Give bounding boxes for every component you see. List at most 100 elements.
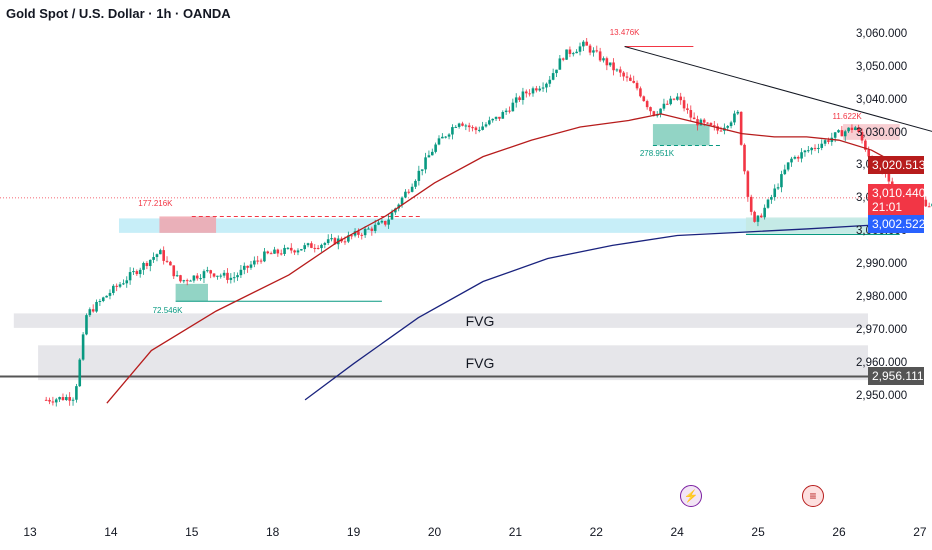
sma200-price-tag-value: 3,002.522 bbox=[872, 216, 926, 231]
candle-body bbox=[427, 155, 431, 158]
candle-body bbox=[387, 219, 390, 225]
candle-body bbox=[407, 191, 411, 193]
candle-body bbox=[618, 69, 622, 73]
candle-body bbox=[115, 285, 118, 287]
candle-body bbox=[380, 220, 384, 223]
candle-body bbox=[763, 207, 766, 218]
countdown-label: 21:01 bbox=[872, 199, 903, 214]
candle-body bbox=[568, 49, 572, 54]
candle-body bbox=[561, 58, 565, 60]
candle-body bbox=[189, 280, 192, 282]
candle-body bbox=[447, 134, 451, 137]
candle-body bbox=[410, 186, 414, 192]
candle-body bbox=[820, 143, 824, 148]
candle-body bbox=[494, 116, 498, 119]
fvg-upper bbox=[13, 313, 868, 328]
x-tick-label: 25 bbox=[751, 525, 765, 539]
candle-body bbox=[192, 275, 196, 281]
candle-body bbox=[837, 130, 840, 133]
candle-body bbox=[390, 212, 394, 220]
candle-body bbox=[555, 69, 558, 74]
candle-body bbox=[306, 243, 310, 246]
candle-body bbox=[229, 277, 233, 280]
candle-body bbox=[887, 173, 891, 182]
candle-body bbox=[709, 122, 713, 126]
candle-body bbox=[138, 269, 142, 275]
candle-body bbox=[357, 231, 360, 235]
candle-body bbox=[786, 162, 790, 170]
candle-body bbox=[659, 108, 662, 115]
y-tick-label: 2,980.000 bbox=[856, 290, 908, 303]
candle-body bbox=[85, 315, 88, 335]
candle-body bbox=[310, 243, 313, 248]
volume-annotation: 278.951K bbox=[639, 148, 675, 158]
candle-body bbox=[535, 88, 538, 91]
candle-body bbox=[400, 197, 404, 205]
candle-body bbox=[749, 196, 753, 212]
candle-body bbox=[632, 80, 636, 83]
candle-body bbox=[682, 100, 686, 109]
sma200-line bbox=[304, 223, 896, 401]
candle-body bbox=[699, 119, 703, 126]
candle-body bbox=[622, 72, 625, 77]
candle-body bbox=[377, 222, 380, 225]
candle-body bbox=[353, 231, 357, 236]
candle-body bbox=[266, 251, 270, 254]
candle-body bbox=[148, 259, 152, 267]
candle-body bbox=[753, 211, 756, 222]
candle-body bbox=[199, 278, 202, 280]
candle-body bbox=[152, 257, 155, 260]
candle-body bbox=[444, 136, 448, 138]
y-tick-label: 2,950.000 bbox=[856, 389, 908, 402]
candle-body bbox=[222, 272, 226, 276]
candle-body bbox=[91, 309, 95, 312]
candle-body bbox=[437, 138, 441, 145]
candle-body bbox=[578, 46, 582, 52]
candle-body bbox=[669, 98, 672, 105]
candle-body bbox=[323, 243, 327, 245]
candle-body bbox=[236, 275, 239, 278]
candle-body bbox=[467, 125, 471, 128]
candle-body bbox=[712, 125, 716, 127]
candle-body bbox=[702, 119, 706, 123]
candle-body bbox=[303, 245, 306, 250]
lightning-icon[interactable]: ⚡ bbox=[680, 485, 702, 507]
candle-body bbox=[202, 271, 206, 279]
candle-body bbox=[477, 129, 481, 131]
candle-body bbox=[269, 253, 273, 255]
candle-body bbox=[330, 238, 333, 240]
candle-body bbox=[162, 250, 165, 261]
candle-body bbox=[719, 130, 723, 132]
candle-body bbox=[289, 247, 293, 251]
sma50-price-tag: 3,020.513 bbox=[868, 155, 925, 174]
candle-body bbox=[441, 136, 444, 139]
candle-body bbox=[474, 127, 478, 131]
candle-body bbox=[504, 110, 508, 113]
candle-body bbox=[88, 309, 92, 316]
candle-body bbox=[924, 199, 928, 207]
sma200-price-tag: 3,002.522 bbox=[868, 214, 926, 233]
us-flag-icon[interactable]: ≡ bbox=[802, 485, 824, 507]
volume-annotation: 11.622K bbox=[832, 111, 862, 121]
candle-body bbox=[528, 93, 531, 95]
y-tick-label: 2,960.000 bbox=[856, 356, 908, 369]
candle-body bbox=[843, 131, 847, 137]
candle-body bbox=[95, 301, 98, 312]
candle-body bbox=[461, 123, 464, 126]
candle-body bbox=[488, 120, 491, 125]
sma50-line bbox=[106, 113, 896, 404]
candle-body bbox=[219, 275, 223, 277]
candle-body bbox=[850, 127, 854, 131]
candle-body bbox=[481, 126, 484, 130]
candle-body bbox=[571, 53, 575, 55]
candle-body bbox=[927, 206, 931, 208]
candle-body bbox=[639, 88, 642, 97]
candle-body bbox=[259, 260, 263, 262]
candle-body bbox=[383, 220, 387, 225]
trendline bbox=[624, 46, 932, 132]
candle-body bbox=[108, 292, 112, 296]
candle-body bbox=[283, 247, 286, 254]
candle-body bbox=[854, 127, 857, 131]
